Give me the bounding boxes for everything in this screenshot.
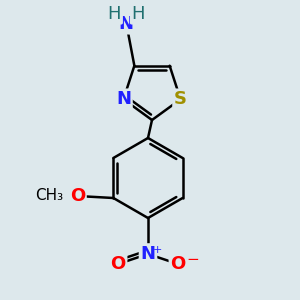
Text: N: N [140,245,155,263]
Text: H: H [132,5,145,23]
Text: −: − [186,251,199,266]
Text: O: O [170,255,186,273]
Text: N: N [119,15,134,33]
Text: O: O [70,187,85,205]
Text: CH₃: CH₃ [35,188,63,203]
Text: O: O [110,255,126,273]
Text: S: S [174,90,187,108]
Text: H: H [108,5,121,23]
Text: +: + [153,245,162,255]
Text: N: N [116,90,131,108]
